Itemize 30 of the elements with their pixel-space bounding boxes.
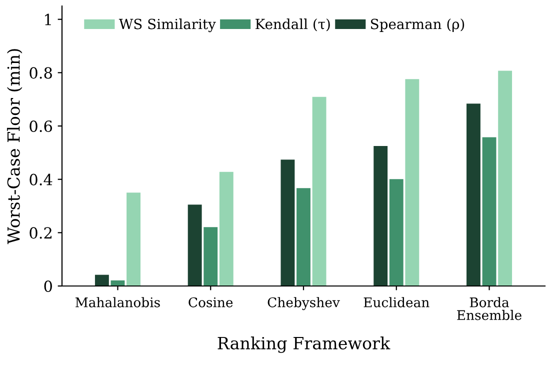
bar xyxy=(405,79,420,286)
y-tick-label: 0.8 xyxy=(30,67,52,79)
legend-label: WS Similarity xyxy=(118,18,216,32)
x-tick-label: Borda Ensemble xyxy=(457,297,522,320)
bar xyxy=(204,227,218,286)
x-tick-label: Cosine xyxy=(188,297,233,308)
y-axis-title: Worst-Case Floor (min) xyxy=(6,49,22,244)
bar xyxy=(466,104,480,286)
y-tick-label: 1 xyxy=(45,14,51,26)
bar xyxy=(188,204,202,286)
y-tick-label: 0.4 xyxy=(30,174,52,186)
legend-label: Kendall (τ) xyxy=(256,18,330,32)
bar xyxy=(389,179,404,286)
bar xyxy=(219,172,234,286)
bar xyxy=(126,192,140,286)
x-tick-label: Chebyshev xyxy=(268,297,340,310)
y-tick-label: 0 xyxy=(44,280,52,292)
bar xyxy=(498,70,512,286)
y-tick-label: 0.6 xyxy=(30,120,52,132)
bar xyxy=(94,274,109,286)
x-tick-label: Euclidean xyxy=(364,297,430,308)
x-axis-title: Ranking Framework xyxy=(218,336,390,353)
bar xyxy=(482,137,496,286)
y-tick-label: 0.2 xyxy=(30,227,52,239)
x-tick-label: Mahalanobis xyxy=(76,297,160,308)
bar xyxy=(296,188,310,286)
legend-label: Spearman (ρ) xyxy=(371,18,464,32)
bar xyxy=(280,160,295,286)
bar xyxy=(312,96,326,286)
bar xyxy=(374,146,388,286)
